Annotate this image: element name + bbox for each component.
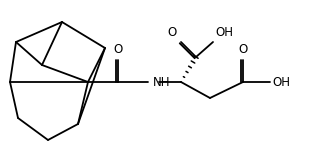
Text: O: O bbox=[238, 43, 248, 56]
Text: OH: OH bbox=[272, 75, 290, 88]
Text: NH: NH bbox=[153, 75, 170, 88]
Text: O: O bbox=[113, 43, 123, 56]
Text: O: O bbox=[168, 26, 177, 39]
Text: OH: OH bbox=[215, 26, 233, 39]
